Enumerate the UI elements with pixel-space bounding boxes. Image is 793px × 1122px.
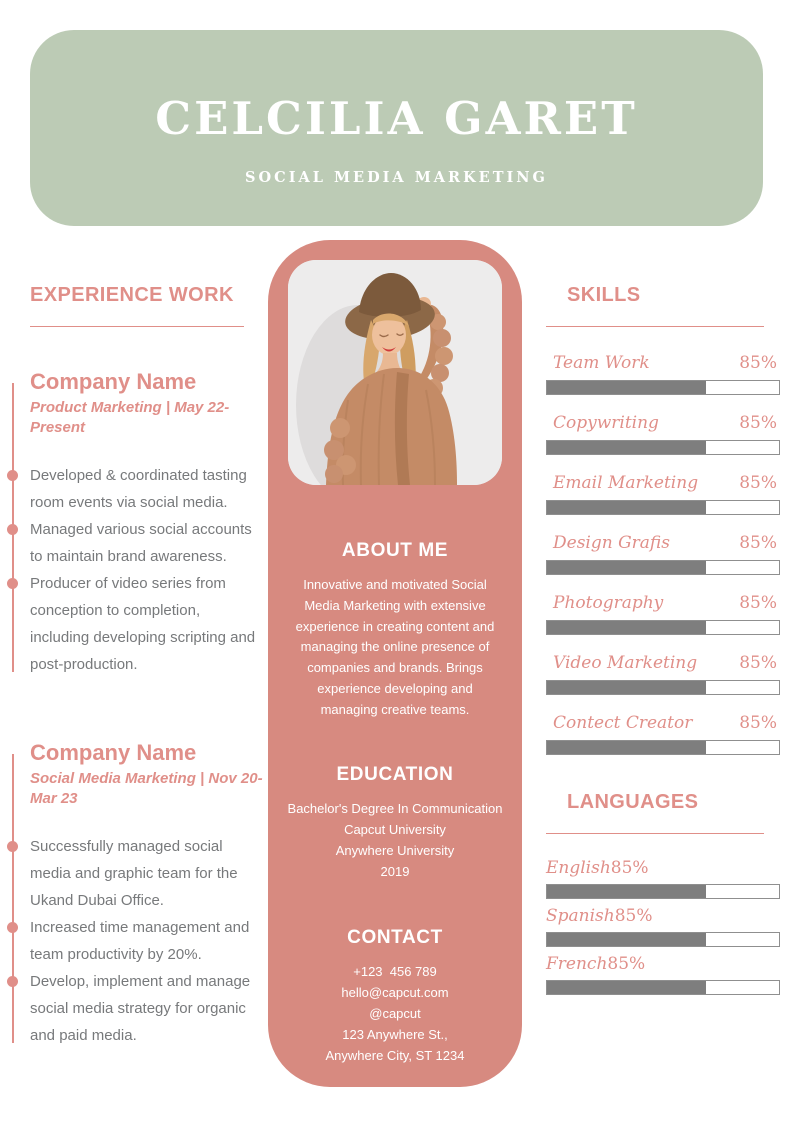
education-year: 2019 (380, 863, 410, 879)
skill-row: Email Marketing 85% (546, 473, 780, 515)
skill-percent: 85% (739, 473, 777, 493)
education-lines: Bachelor's Degree In Communication Capcu… (268, 798, 522, 882)
skill-bar (546, 740, 780, 755)
languages-section: LANGUAGES English85% Spanish85% French85… (546, 790, 780, 995)
language-name: English (546, 858, 611, 878)
skill-bar-fill (547, 381, 706, 394)
language-row: French85% (546, 954, 780, 995)
language-bar (546, 980, 780, 995)
skill-bar (546, 440, 780, 455)
skill-row: Team Work 85% (546, 353, 780, 395)
skills-column: SKILLS Team Work 85% Copywriting 85% Email… (546, 283, 780, 1002)
skill-percent: 85% (739, 713, 777, 733)
about-title: ABOUT ME (341, 540, 449, 561)
language-row: Spanish85% (546, 906, 780, 947)
bullet-item: Producer of video series from conception… (7, 570, 263, 678)
languages-title: LANGUAGES (567, 791, 699, 813)
skill-percent: 85% (739, 533, 777, 553)
skill-bar-fill (547, 741, 706, 754)
role-dates: Social Media Marketing | Nov 20-Mar 23 (30, 770, 263, 807)
role-dates: Product Marketing | May 22-Present (30, 399, 230, 436)
skill-bar (546, 380, 780, 395)
profile-photo (288, 260, 502, 485)
education-degree: Bachelor's Degree In Communication (287, 800, 503, 816)
language-bar (546, 932, 780, 947)
experience-entry-1: Company Name Product Marketing | May 22-… (7, 369, 263, 678)
skill-name: Design Grafis (553, 533, 670, 553)
contact-address-1: 123 Anywhere St., (342, 1026, 448, 1042)
skill-name: Photography (553, 593, 664, 613)
skill-bar (546, 620, 780, 635)
skill-bar-fill (547, 621, 706, 634)
portrait-illustration (288, 260, 502, 485)
education-title: EDUCATION (336, 763, 454, 785)
contact-handle: @capcut (369, 1005, 421, 1021)
language-row: English85% (546, 858, 780, 899)
company-name: Company Name (30, 740, 197, 765)
language-percent: 85% (607, 954, 646, 974)
experience-divider (30, 326, 244, 327)
skill-row: Contect Creator 85% (546, 713, 780, 755)
contact-title: CONTACT (347, 926, 443, 948)
skill-percent: 85% (739, 353, 777, 373)
skill-bar-fill (547, 501, 706, 514)
skill-name: Contect Creator (553, 713, 693, 733)
skill-percent: 85% (739, 593, 777, 613)
languages-list: English85% Spanish85% French85% (546, 858, 780, 995)
skills-divider (546, 326, 764, 327)
skill-bar-fill (547, 441, 706, 454)
skill-percent: 85% (739, 653, 777, 673)
experience-column: EXPERIENCE WORK Company Name Product Mar… (7, 283, 263, 1049)
experience-title: EXPERIENCE WORK (30, 284, 234, 306)
timeline-line (12, 754, 14, 1043)
skills-list: Team Work 85% Copywriting 85% Email Market… (546, 353, 780, 755)
experience-bullets: Developed & coordinated tasting room eve… (7, 462, 263, 678)
language-bar-fill (547, 981, 706, 994)
skill-bar (546, 560, 780, 575)
skill-name: Email Marketing (553, 473, 699, 493)
skill-name: Copywriting (553, 413, 659, 433)
bullet-item: Managed various social accounts to maint… (7, 516, 263, 570)
education-university: Capcut University (344, 821, 446, 837)
skill-row: Copywriting 85% (546, 413, 780, 455)
language-percent: 85% (610, 858, 649, 878)
person-name: CELCILIA GARET (155, 92, 638, 145)
person-role-subtitle: SOCIAL MEDIA MARKETING (245, 169, 548, 186)
skill-bar-fill (547, 681, 706, 694)
skill-name: Video Marketing (553, 653, 698, 673)
languages-divider (546, 833, 764, 834)
experience-entry-2: Company Name Social Media Marketing | No… (7, 740, 263, 1049)
contact-lines: +123 456 789 hello@capcut.com @capcut 12… (268, 961, 522, 1066)
language-bar (546, 884, 780, 899)
header-banner: CELCILIA GARET SOCIAL MEDIA MARKETING (30, 30, 763, 226)
bullet-item: Develop, implement and manage social med… (7, 968, 263, 1049)
language-bar-fill (547, 885, 706, 898)
language-name: Spanish (546, 906, 615, 926)
skill-row: Design Grafis 85% (546, 533, 780, 575)
skill-name: Team Work (553, 353, 650, 373)
contact-address-2: Anywhere City, ST 1234 (325, 1047, 465, 1063)
experience-bullets: Successfully managed social media and gr… (7, 833, 263, 1049)
skills-title: SKILLS (567, 284, 641, 306)
skill-row: Video Marketing 85% (546, 653, 780, 695)
language-percent: 85% (614, 906, 653, 926)
skill-bar (546, 500, 780, 515)
contact-phone: +123 456 789 (353, 963, 437, 979)
skill-percent: 85% (739, 413, 777, 433)
skill-row: Photography 85% (546, 593, 780, 635)
about-text: Innovative and motivated Social Media Ma… (295, 577, 495, 717)
company-name: Company Name (30, 369, 197, 394)
skill-bar (546, 680, 780, 695)
language-name: French (546, 954, 608, 974)
profile-column: ABOUT ME Innovative and motivated Social… (268, 240, 522, 1087)
bullet-item: Increased time management and team produ… (7, 914, 263, 968)
skill-bar-fill (547, 561, 706, 574)
education-location: Anywhere University (335, 842, 455, 858)
bullet-item: Successfully managed social media and gr… (7, 833, 263, 914)
language-bar-fill (547, 933, 706, 946)
contact-email: hello@capcut.com (341, 984, 449, 1000)
bullet-item: Developed & coordinated tasting room eve… (7, 462, 263, 516)
